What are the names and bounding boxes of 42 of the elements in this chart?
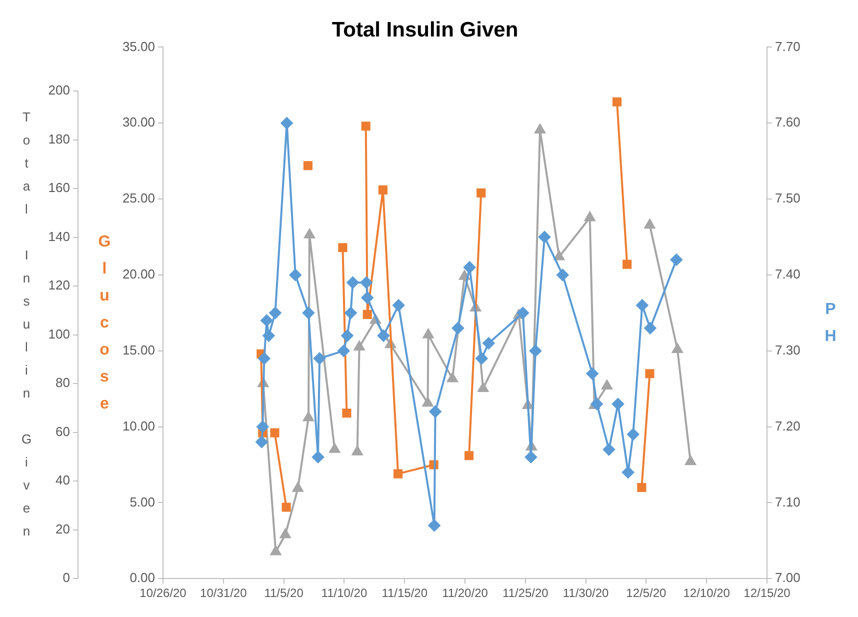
y3-tick-label: 40 bbox=[56, 472, 70, 488]
y3-tick-label: 0 bbox=[62, 570, 70, 586]
y-tick-label: 30.00 bbox=[122, 114, 155, 130]
x-tick-label: 11/10/20 bbox=[321, 586, 368, 600]
y3-tick-label: 180 bbox=[48, 131, 70, 146]
y3-tick-label: 120 bbox=[48, 278, 70, 293]
y3-tick-label: 80 bbox=[56, 375, 70, 390]
x-tick-label: 11/20/20 bbox=[442, 586, 488, 600]
x-tick-label: 12/15/20 bbox=[744, 586, 791, 600]
y-tick-label: 5.00 bbox=[130, 494, 155, 510]
chart-title: Total Insulin Given bbox=[332, 18, 518, 42]
y2-tick-label: 7.50 bbox=[775, 190, 800, 206]
y2-axis-title: PH bbox=[822, 301, 839, 355]
y3-axis-title: Total Insulin Given bbox=[19, 110, 34, 546]
y2-tick-label: 7.10 bbox=[775, 494, 800, 510]
y2-tick-label: 7.30 bbox=[775, 342, 800, 358]
y3-tick-label: 160 bbox=[48, 180, 70, 196]
y-tick-label: 20.00 bbox=[122, 266, 155, 282]
x-tick-label: 10/31/20 bbox=[200, 586, 248, 600]
x-tick-label: 11/15/20 bbox=[382, 586, 428, 600]
y2-tick-label: 7.00 bbox=[775, 570, 800, 586]
y2-tick-label: 7.40 bbox=[775, 266, 800, 282]
x-tick-label: 10/26/20 bbox=[140, 586, 187, 600]
y-tick-label: 0.00 bbox=[130, 570, 155, 586]
y3-tick-label: 100 bbox=[48, 326, 70, 342]
x-tick-label: 12/10/20 bbox=[683, 586, 730, 600]
y3-tick-label: 20 bbox=[56, 521, 70, 536]
x-tick-label: 11/25/20 bbox=[502, 586, 549, 600]
y-tick-label: 10.00 bbox=[122, 418, 155, 434]
y2-tick-label: 7.60 bbox=[775, 114, 800, 130]
y2-tick-label: 7.20 bbox=[775, 418, 800, 434]
y3-tick-label: 200 bbox=[48, 82, 70, 98]
y-tick-label: 25.00 bbox=[122, 190, 155, 206]
x-tick-label: 11/30/20 bbox=[562, 586, 610, 600]
x-tick-label: 12/5/20 bbox=[626, 586, 667, 600]
y3-tick-label: 60 bbox=[56, 424, 70, 439]
x-tick-label: 11/5/20 bbox=[264, 586, 304, 600]
y-tick-label: 15.00 bbox=[122, 342, 155, 358]
y-axis-title: Glucose bbox=[96, 234, 113, 422]
y-tick-label: 35.00 bbox=[122, 38, 155, 54]
y3-tick-label: 140 bbox=[48, 228, 70, 244]
y2-tick-label: 7.70 bbox=[775, 38, 800, 54]
